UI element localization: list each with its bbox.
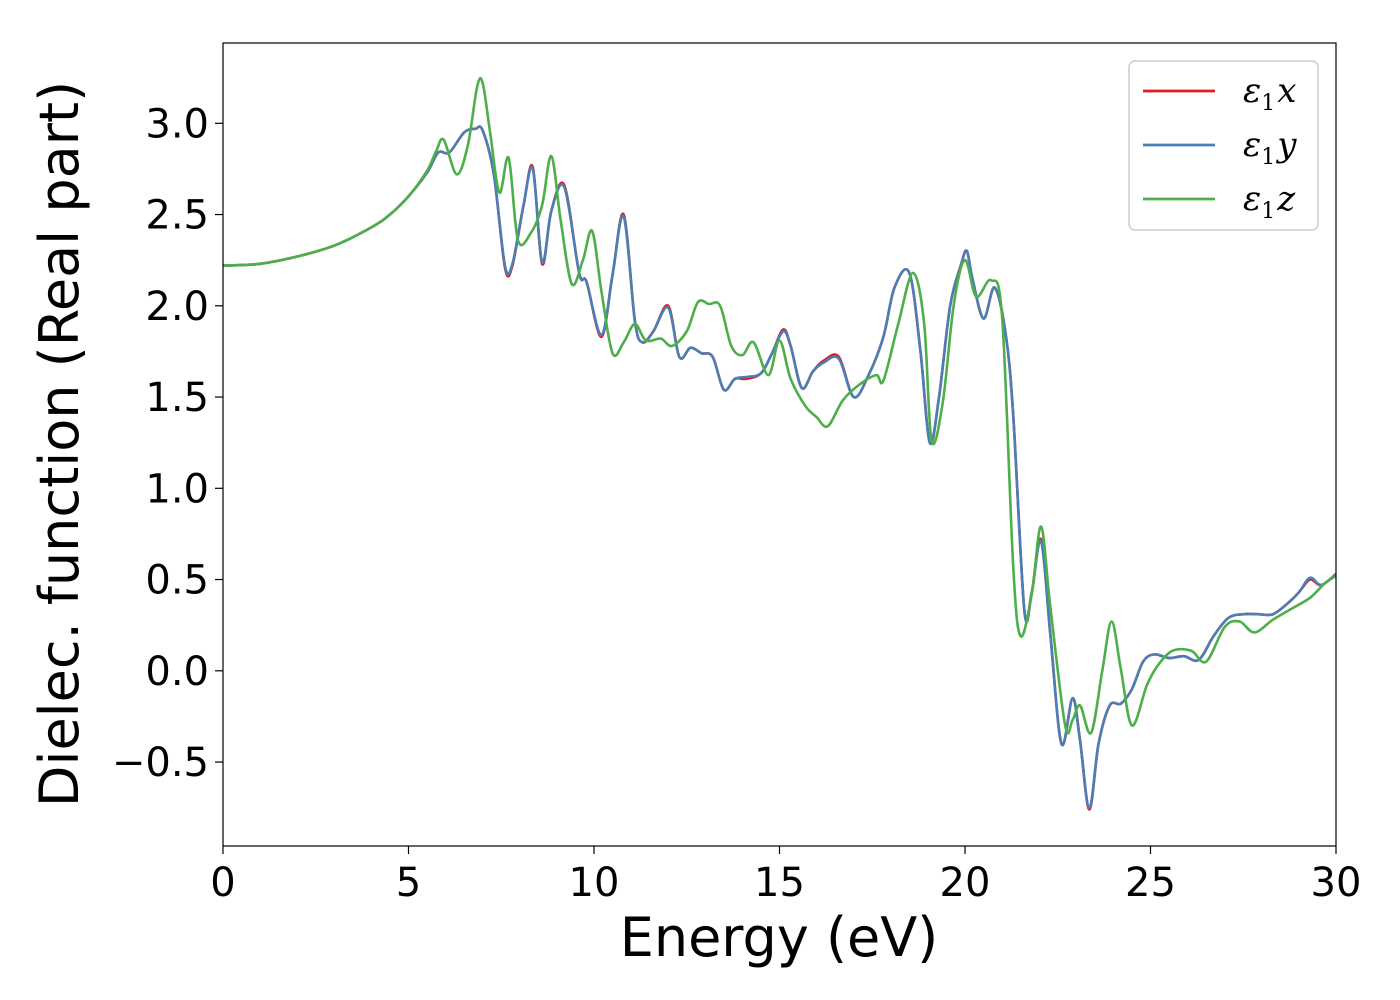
x-tick-label: 15: [754, 860, 805, 906]
y-tick-label: 1.5: [145, 375, 209, 421]
y-tick-label: 2.5: [145, 193, 209, 239]
x-tick-label: 25: [1125, 860, 1176, 906]
x-tick-label: 20: [940, 860, 991, 906]
legend: ε1x ε1y ε1z: [1128, 60, 1319, 231]
y-axis-label: Dielec. function (Real part): [28, 81, 91, 807]
y-tick-label: 0.0: [145, 649, 209, 695]
x-tick-label: 10: [569, 860, 620, 906]
y-tick-label: −0.5: [112, 740, 209, 786]
y-tick-label: 1.0: [145, 466, 209, 512]
legend-label-z: ε1z: [1243, 179, 1296, 224]
series-line-y: [223, 125, 1336, 809]
y-axis-ticks: −0.5 0.0 0.5 1.0 1.5 2.0 2.5 3.0: [112, 101, 223, 786]
x-tick-label: 30: [1311, 860, 1362, 906]
legend-box: [1128, 60, 1319, 231]
plot-area: [223, 76, 1336, 811]
x-axis-ticks: 0 5 10 15 20 25 30: [210, 846, 1361, 906]
y-tick-label: 0.5: [145, 558, 209, 604]
x-tick-label: 0: [210, 860, 235, 906]
x-axis-label: Energy (eV): [620, 906, 939, 969]
legend-label-x: ε1x: [1243, 71, 1296, 116]
y-tick-label: 2.0: [145, 284, 209, 330]
y-tick-label: 3.0: [145, 101, 209, 147]
x-tick-label: 5: [396, 860, 421, 906]
legend-label-y: ε1y: [1243, 125, 1297, 170]
series-line-z: [223, 76, 1336, 735]
series-layer: [223, 76, 1336, 811]
